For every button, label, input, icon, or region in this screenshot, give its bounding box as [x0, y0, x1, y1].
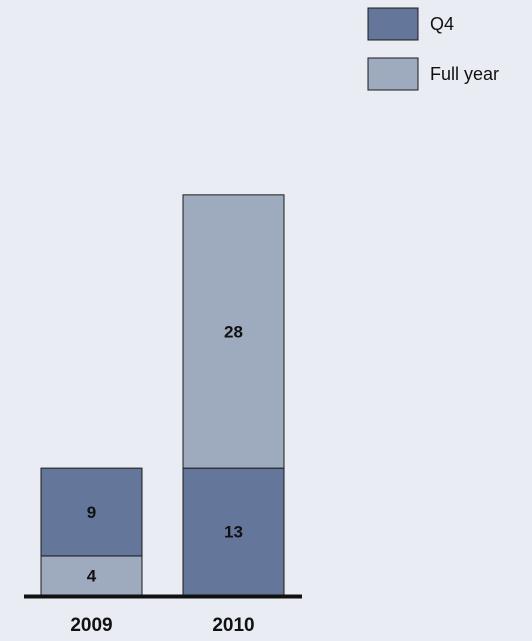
legend-label-q4: Q4	[430, 14, 454, 34]
data-label-2010-q4: 13	[224, 523, 243, 542]
category-labels-group: 2009 2010	[70, 615, 254, 636]
data-label-2010-full-year: 28	[224, 322, 243, 341]
category-label-2009: 2009	[70, 615, 112, 636]
legend-label-full-year: Full year	[430, 64, 499, 84]
legend-swatch-full-year	[368, 58, 418, 90]
data-label-2009-full-year: 4	[87, 566, 97, 585]
legend: Q4 Full year	[368, 8, 499, 90]
bars-group	[41, 195, 284, 595]
data-label-2009-q4: 9	[87, 503, 96, 522]
category-label-2010: 2010	[212, 615, 254, 636]
legend-swatch-q4	[368, 8, 418, 40]
